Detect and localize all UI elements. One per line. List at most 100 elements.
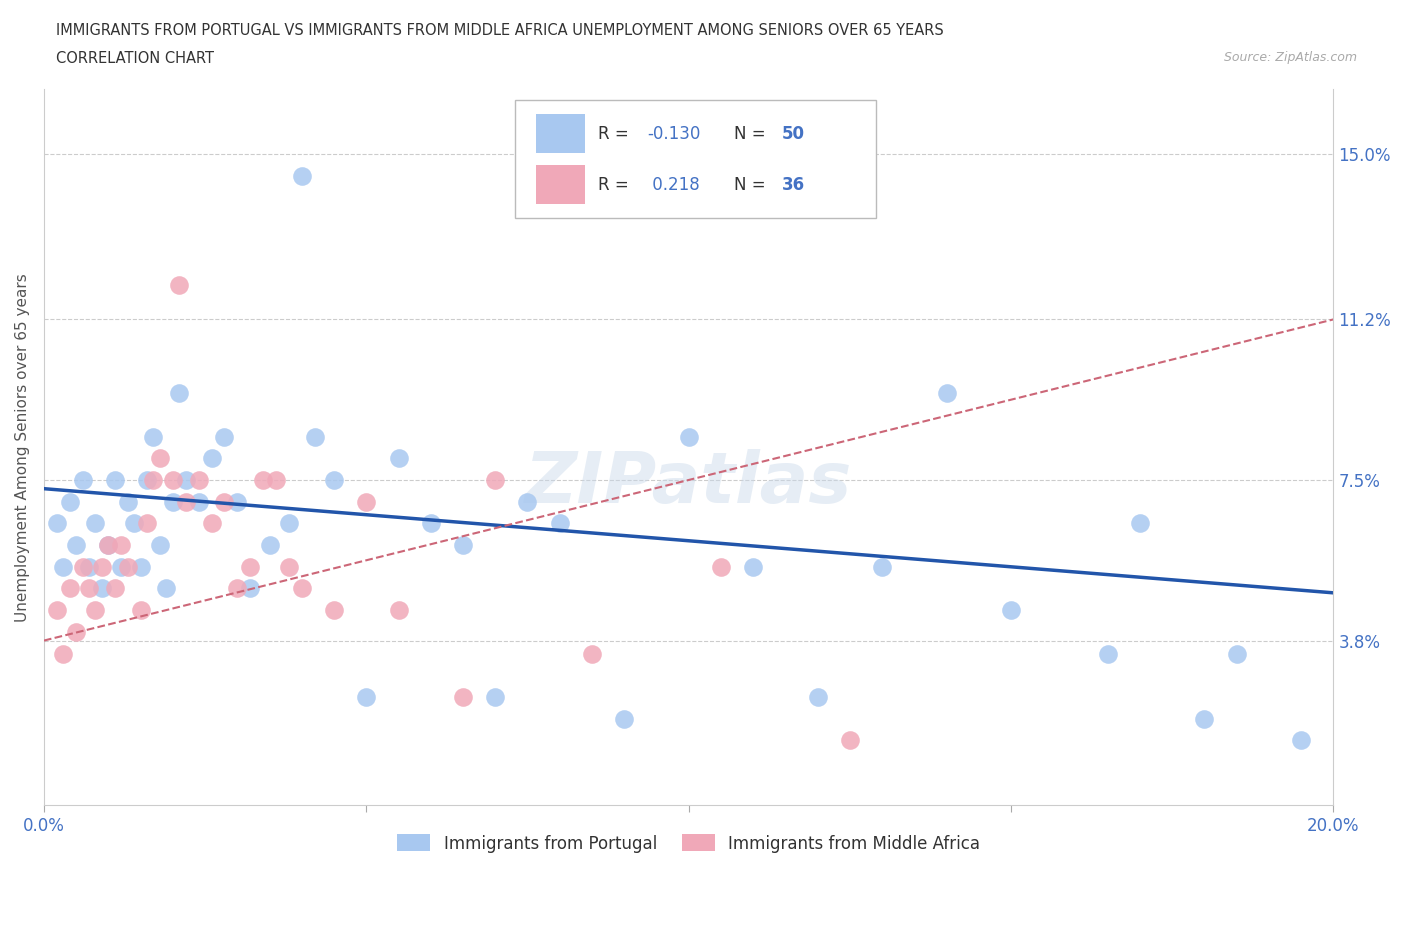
- Text: R =: R =: [599, 125, 634, 142]
- Point: [65, 538, 87, 552]
- Point: [277, 559, 299, 574]
- Point: [77, 581, 100, 596]
- Point: [129, 559, 152, 574]
- Point: [65, 624, 87, 639]
- Point: [806, 689, 828, 704]
- Text: 36: 36: [782, 176, 804, 193]
- Point: [110, 559, 132, 574]
- Point: [323, 472, 346, 487]
- Point: [122, 516, 145, 531]
- Text: N =: N =: [734, 176, 770, 193]
- Point: [870, 559, 893, 574]
- Point: [838, 733, 860, 748]
- Point: [387, 603, 409, 618]
- Point: [155, 581, 177, 596]
- Point: [356, 689, 378, 704]
- Point: [162, 472, 184, 487]
- Point: [52, 559, 75, 574]
- FancyBboxPatch shape: [515, 100, 876, 219]
- Point: [678, 429, 700, 444]
- Text: IMMIGRANTS FROM PORTUGAL VS IMMIGRANTS FROM MIDDLE AFRICA UNEMPLOYMENT AMONG SEN: IMMIGRANTS FROM PORTUGAL VS IMMIGRANTS F…: [56, 23, 943, 38]
- Point: [52, 646, 75, 661]
- Point: [742, 559, 765, 574]
- Point: [516, 494, 538, 509]
- Point: [72, 559, 94, 574]
- Point: [169, 386, 191, 401]
- Point: [142, 429, 165, 444]
- Point: [104, 472, 127, 487]
- Point: [1129, 516, 1152, 531]
- Point: [239, 559, 262, 574]
- Point: [214, 494, 236, 509]
- Bar: [537, 165, 585, 205]
- Legend: Immigrants from Portugal, Immigrants from Middle Africa: Immigrants from Portugal, Immigrants fro…: [391, 828, 987, 859]
- Point: [90, 559, 112, 574]
- Point: [136, 472, 159, 487]
- Point: [214, 429, 236, 444]
- Point: [84, 603, 107, 618]
- Point: [136, 516, 159, 531]
- Point: [45, 516, 67, 531]
- Point: [252, 472, 274, 487]
- Point: [419, 516, 441, 531]
- Point: [174, 472, 197, 487]
- Point: [710, 559, 733, 574]
- Point: [110, 538, 132, 552]
- Text: -0.130: -0.130: [647, 125, 700, 142]
- Point: [226, 494, 249, 509]
- Point: [484, 472, 506, 487]
- Point: [97, 538, 120, 552]
- Bar: [537, 114, 585, 153]
- Text: 0.218: 0.218: [647, 176, 700, 193]
- Point: [291, 581, 314, 596]
- Point: [304, 429, 326, 444]
- Point: [1000, 603, 1022, 618]
- Text: R =: R =: [599, 176, 634, 193]
- Point: [935, 386, 957, 401]
- Point: [484, 689, 506, 704]
- Point: [162, 494, 184, 509]
- Point: [149, 451, 172, 466]
- Point: [45, 603, 67, 618]
- Text: N =: N =: [734, 125, 770, 142]
- Point: [104, 581, 127, 596]
- Point: [291, 168, 314, 183]
- Point: [356, 494, 378, 509]
- Text: Source: ZipAtlas.com: Source: ZipAtlas.com: [1223, 51, 1357, 64]
- Point: [97, 538, 120, 552]
- Point: [259, 538, 281, 552]
- Point: [239, 581, 262, 596]
- Point: [451, 689, 474, 704]
- Point: [117, 494, 139, 509]
- Point: [581, 646, 603, 661]
- Point: [59, 581, 82, 596]
- Point: [187, 472, 209, 487]
- Point: [200, 516, 222, 531]
- Point: [200, 451, 222, 466]
- Text: ZIPatlas: ZIPatlas: [524, 449, 852, 518]
- Point: [323, 603, 346, 618]
- Point: [117, 559, 139, 574]
- Point: [387, 451, 409, 466]
- Point: [84, 516, 107, 531]
- Point: [277, 516, 299, 531]
- Point: [226, 581, 249, 596]
- Point: [1289, 733, 1312, 748]
- Point: [72, 472, 94, 487]
- Point: [59, 494, 82, 509]
- Point: [1097, 646, 1119, 661]
- Y-axis label: Unemployment Among Seniors over 65 years: Unemployment Among Seniors over 65 years: [15, 273, 30, 622]
- Point: [613, 711, 636, 726]
- Text: CORRELATION CHART: CORRELATION CHART: [56, 51, 214, 66]
- Point: [187, 494, 209, 509]
- Point: [1194, 711, 1216, 726]
- Point: [1226, 646, 1249, 661]
- Point: [548, 516, 571, 531]
- Point: [90, 581, 112, 596]
- Point: [451, 538, 474, 552]
- Point: [129, 603, 152, 618]
- Point: [169, 277, 191, 292]
- Point: [174, 494, 197, 509]
- Point: [149, 538, 172, 552]
- Point: [142, 472, 165, 487]
